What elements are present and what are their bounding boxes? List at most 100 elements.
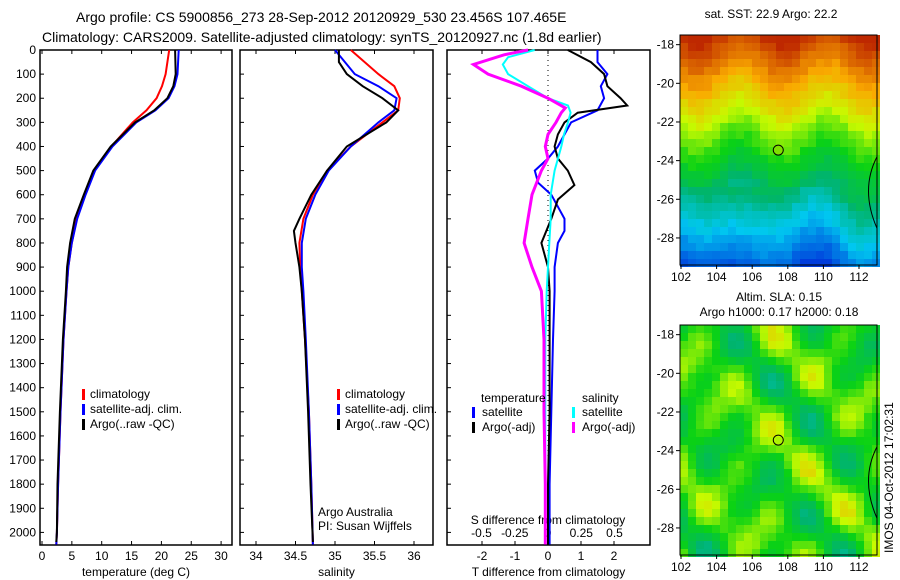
map-cell (728, 341, 736, 349)
map-cell (864, 445, 872, 453)
map-cell (680, 51, 688, 59)
map-cell (696, 131, 704, 139)
map-cell (776, 171, 784, 179)
map-cell (784, 397, 792, 405)
map-cell (824, 373, 832, 381)
map-cell (864, 509, 872, 517)
map-cell (800, 203, 808, 211)
map-cell (792, 155, 800, 163)
map-cell (720, 341, 728, 349)
map-cell (776, 203, 784, 211)
map-cell (784, 195, 792, 203)
map-cell (688, 437, 696, 445)
map-cell (776, 251, 784, 259)
map-cell (784, 243, 792, 251)
map-cell (696, 357, 704, 365)
map-cell (864, 227, 872, 235)
map-cell (704, 541, 712, 549)
map-cell (784, 227, 792, 235)
map-cell (720, 75, 728, 83)
map-cell (736, 453, 744, 461)
map-cell (832, 51, 840, 59)
map-cell (848, 67, 856, 75)
map-cell (688, 107, 696, 115)
map-cell (824, 485, 832, 493)
map-cell (832, 541, 840, 549)
map-cell (736, 187, 744, 195)
map-cell (776, 139, 784, 147)
map-cell (720, 187, 728, 195)
y-tick-label: 600 (16, 188, 36, 202)
map-cell (704, 325, 712, 333)
map-cell (856, 115, 864, 123)
map-cell (832, 235, 840, 243)
map-cell (696, 485, 704, 493)
legend-label: climatology (345, 387, 405, 401)
map-cell (824, 155, 832, 163)
map-cell (824, 243, 832, 251)
map-cell (848, 203, 856, 211)
map-cell (728, 107, 736, 115)
map-cell (792, 219, 800, 227)
map-cell (720, 413, 728, 421)
map-cell (832, 437, 840, 445)
attribution-text: PI: Susan Wijffels (318, 519, 412, 533)
map-cell (680, 381, 688, 389)
map-cell (776, 83, 784, 91)
map-cell (816, 517, 824, 525)
map-cell (728, 139, 736, 147)
map-cell (752, 461, 760, 469)
map-cell (760, 485, 768, 493)
map-cell (736, 341, 744, 349)
map-cell (696, 461, 704, 469)
map-cell (736, 397, 744, 405)
map-cell (864, 67, 872, 75)
map-cell (736, 357, 744, 365)
map-cell (704, 421, 712, 429)
map-cell (784, 493, 792, 501)
map-cell (736, 251, 744, 259)
sla-map-panel: 102 104 106 108 110 112-18-20-22-24-26-28 (657, 324, 880, 574)
map-cell (768, 413, 776, 421)
map-cell (872, 357, 880, 365)
map-cell (824, 421, 832, 429)
map-cell (712, 35, 720, 43)
map-cell (832, 83, 840, 91)
map-cell (776, 453, 784, 461)
map-cell (792, 549, 800, 557)
map-cell (704, 549, 712, 557)
map-cell (872, 123, 880, 131)
map-cell (856, 389, 864, 397)
map-cell (800, 123, 808, 131)
map-cell (776, 51, 784, 59)
map-cell (776, 477, 784, 485)
map-cell (832, 525, 840, 533)
map-cell (848, 179, 856, 187)
map-cell (736, 373, 744, 381)
map-cell (856, 235, 864, 243)
map-cell (848, 453, 856, 461)
map-cell (728, 211, 736, 219)
map-cell (688, 75, 696, 83)
map-cell (696, 123, 704, 131)
map-cell (824, 341, 832, 349)
map-cell (752, 155, 760, 163)
map-cell (728, 83, 736, 91)
lon-tick-label: 106 (742, 560, 762, 574)
map-cell (784, 453, 792, 461)
map-cell (752, 75, 760, 83)
map-cell (848, 477, 856, 485)
map-cell (680, 405, 688, 413)
map-cell (728, 155, 736, 163)
map-cell (712, 541, 720, 549)
map-cell (720, 533, 728, 541)
map-cell (712, 211, 720, 219)
map-cell (752, 251, 760, 259)
map-cell (840, 115, 848, 123)
map-cell (832, 421, 840, 429)
map-cell (776, 541, 784, 549)
map-cell (800, 493, 808, 501)
map-cell (792, 115, 800, 123)
map-cell (784, 203, 792, 211)
